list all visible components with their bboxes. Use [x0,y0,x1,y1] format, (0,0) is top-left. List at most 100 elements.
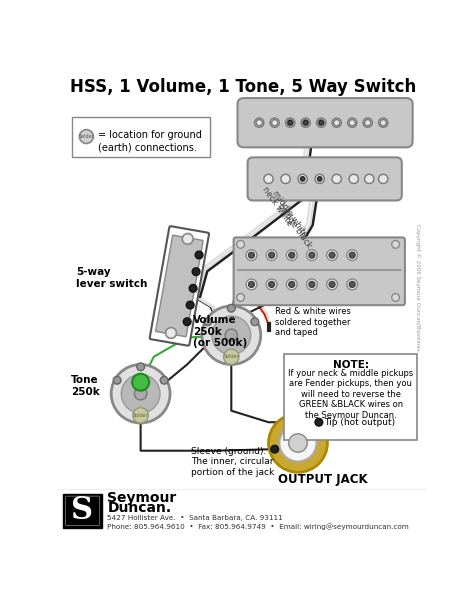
Circle shape [301,118,310,128]
Circle shape [202,306,261,364]
Circle shape [212,316,251,355]
Circle shape [281,174,290,183]
Text: Solder: Solder [133,413,148,418]
Circle shape [268,414,328,472]
FancyBboxPatch shape [150,226,209,346]
Circle shape [271,445,279,453]
Text: = location for ground
(earth) connections.: = location for ground (earth) connection… [98,131,202,152]
Circle shape [192,268,200,276]
Circle shape [270,118,279,128]
Circle shape [303,120,308,125]
Circle shape [204,318,212,326]
Circle shape [237,294,245,301]
Circle shape [189,285,197,292]
Circle shape [365,174,374,183]
FancyBboxPatch shape [72,117,210,156]
Circle shape [329,282,335,288]
FancyBboxPatch shape [237,98,413,147]
Circle shape [248,252,255,258]
Circle shape [332,174,341,183]
Circle shape [286,279,297,290]
Circle shape [309,252,315,258]
Circle shape [182,234,193,244]
Text: Tip (hot output): Tip (hot output) [324,418,395,426]
Circle shape [256,120,262,126]
Circle shape [332,118,341,128]
Circle shape [186,301,194,309]
Circle shape [349,174,358,183]
Circle shape [133,407,148,423]
Circle shape [349,282,356,288]
Circle shape [319,120,324,125]
Circle shape [165,328,176,338]
Circle shape [266,279,277,290]
Circle shape [317,118,326,128]
Text: S: S [72,495,93,527]
Circle shape [237,241,245,248]
Circle shape [347,118,357,128]
Circle shape [285,118,295,128]
Circle shape [380,120,386,126]
Text: HSS, 1 Volume, 1 Tone, 5 Way Switch: HSS, 1 Volume, 1 Tone, 5 Way Switch [70,78,416,96]
Circle shape [379,118,388,128]
Circle shape [255,118,264,128]
Circle shape [392,241,400,248]
Circle shape [132,374,149,391]
Text: Red & white wires
soldered together
and taped: Red & white wires soldered together and … [275,307,351,337]
Circle shape [365,120,371,126]
Circle shape [363,118,373,128]
FancyBboxPatch shape [65,496,100,525]
Bar [63,494,102,528]
Text: Seymour: Seymour [107,491,176,506]
Text: bridge black: bridge black [276,202,314,250]
Circle shape [160,376,168,384]
Circle shape [246,279,257,290]
Circle shape [248,282,255,288]
Circle shape [287,120,293,126]
Circle shape [268,252,275,258]
Text: Volume
250k
(or 500k): Volume 250k (or 500k) [193,315,247,349]
Circle shape [286,250,297,261]
Circle shape [113,376,121,384]
Circle shape [315,174,324,183]
Text: Duncan.: Duncan. [107,501,172,516]
Circle shape [224,349,239,364]
Text: NOTE:: NOTE: [333,360,369,370]
Circle shape [268,282,275,288]
FancyBboxPatch shape [155,235,203,337]
Text: Phone: 805.964.9610  •  Fax: 805.964.9749  •  Email: wiring@seymourduncan.com: Phone: 805.964.9610 • Fax: 805.964.9749 … [107,523,409,530]
Text: Tone
250k: Tone 250k [71,375,100,397]
FancyBboxPatch shape [284,353,417,440]
Circle shape [121,374,160,413]
Circle shape [329,252,335,258]
Circle shape [349,252,356,258]
Circle shape [289,282,295,288]
Circle shape [183,318,191,326]
Circle shape [327,250,337,261]
Circle shape [266,250,277,261]
Text: Solder: Solder [223,354,239,359]
Circle shape [251,318,259,326]
Circle shape [135,388,147,400]
Circle shape [307,250,317,261]
Circle shape [349,120,356,126]
Text: If your neck & middle pickups
are Fender pickups, then you
will need to reverse : If your neck & middle pickups are Fender… [288,369,413,420]
Circle shape [298,174,307,183]
Circle shape [309,282,315,288]
Circle shape [317,177,322,181]
Text: 5-way
lever switch: 5-way lever switch [76,267,148,289]
Circle shape [334,120,340,126]
Text: OUTPUT JACK: OUTPUT JACK [278,473,367,486]
Text: Sleeve (ground).
The inner, circular
portion of the jack: Sleeve (ground). The inner, circular por… [191,447,274,477]
Circle shape [288,120,292,125]
Circle shape [307,279,317,290]
Circle shape [111,364,170,423]
Circle shape [392,294,400,301]
Circle shape [327,279,337,290]
Text: neck white: neck white [261,185,294,228]
Circle shape [379,174,388,183]
Circle shape [347,279,357,290]
Text: 5427 Hollister Ave.  •  Santa Barbara, CA. 93111: 5427 Hollister Ave. • Santa Barbara, CA.… [107,515,283,521]
FancyBboxPatch shape [234,237,405,305]
Circle shape [137,363,145,371]
